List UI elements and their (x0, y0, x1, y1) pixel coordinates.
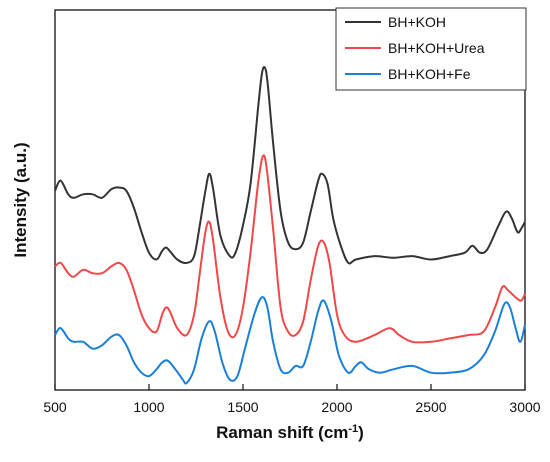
x-tick-label-2000: 2000 (321, 399, 352, 415)
x-tick-label-3000: 3000 (509, 399, 540, 415)
x-axis: 500 1000 1500 2000 2500 3000 (43, 384, 541, 415)
series-line-bh-koh-fe (54, 296, 526, 385)
x-tick-label-1500: 1500 (227, 399, 258, 415)
x-tick-label-1000: 1000 (133, 399, 164, 415)
legend-label-bh-koh-fe: BH+KOH+Fe (388, 66, 471, 82)
plot-frame (54, 9, 526, 391)
x-tick-label-2500: 2500 (415, 399, 446, 415)
series-line-bh-koh (54, 66, 526, 265)
legend-label-bh-koh-urea: BH+KOH+Urea (388, 40, 485, 56)
x-tick-label-500: 500 (43, 399, 67, 415)
legend: BH+KOH BH+KOH+Urea BH+KOH+Fe (335, 7, 527, 91)
series-line-bh-koh-urea (54, 154, 526, 344)
legend-label-bh-koh: BH+KOH (388, 14, 446, 30)
series-layer (54, 66, 526, 385)
x-axis-title: Raman shift (cm-1) (216, 423, 364, 442)
y-axis-title: Intensity (a.u.) (11, 142, 30, 257)
